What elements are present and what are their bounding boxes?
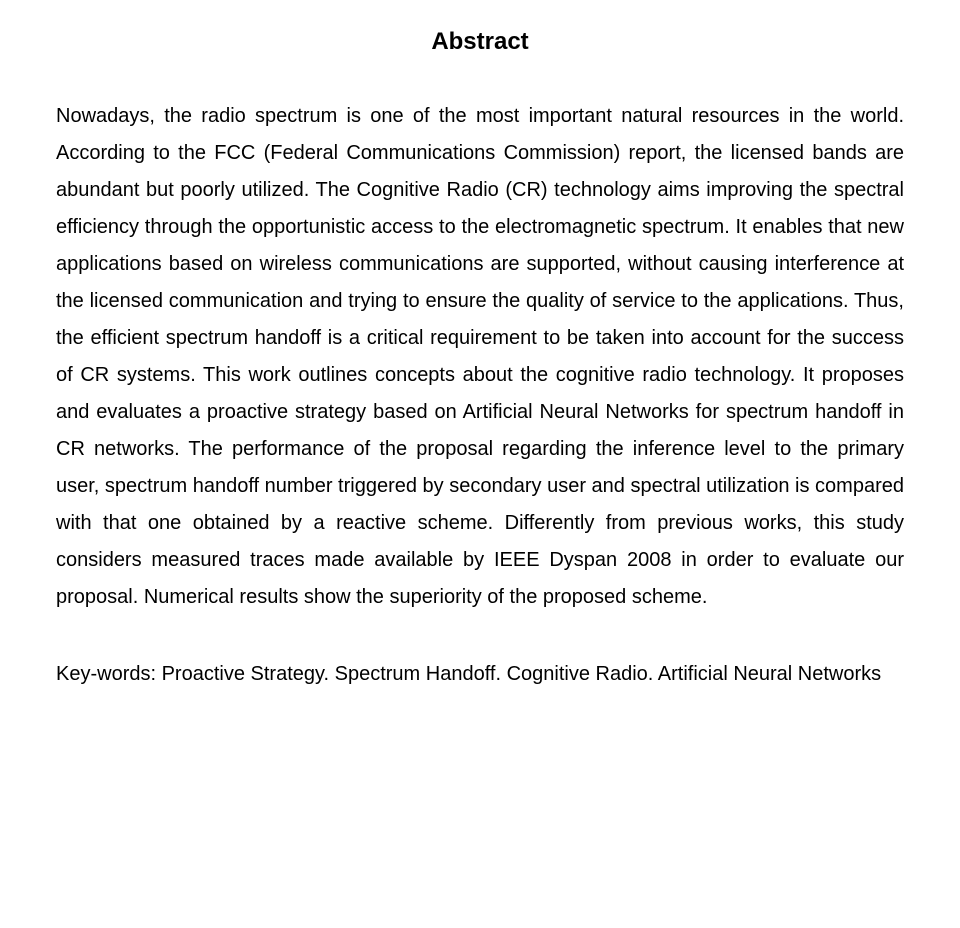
abstract-title: Abstract [56,28,904,56]
abstract-body: Nowadays, the radio spectrum is one of t… [56,98,904,616]
keywords-line: Key-words: Proactive Strategy. Spectrum … [56,656,904,693]
